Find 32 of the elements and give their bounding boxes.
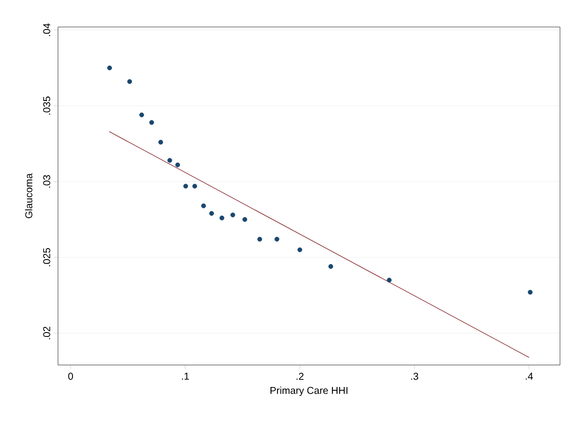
point: [149, 120, 154, 125]
y-tick-label: .03: [43, 175, 50, 188]
x-tick-label: .2: [296, 372, 304, 380]
point: [528, 290, 533, 295]
y-tick-label: .04: [43, 23, 50, 36]
point: [328, 264, 334, 269]
point: [201, 203, 206, 208]
point: [209, 211, 214, 216]
point: [183, 184, 188, 189]
x-axis-title: Primary Care HHI: [270, 386, 348, 396]
x-tick-label: .3: [411, 372, 418, 380]
point: [230, 212, 236, 218]
point: [274, 236, 280, 242]
y-axis-title: Glaucoma: [25, 173, 32, 218]
point: [386, 278, 392, 283]
x-tick-label: .1: [182, 372, 189, 380]
x-tick-label: .4: [526, 372, 533, 380]
point: [220, 216, 224, 220]
y-tick-label: .025: [43, 248, 50, 266]
point: [127, 79, 132, 84]
point: [167, 158, 172, 163]
point: [192, 184, 198, 189]
point: [257, 236, 262, 242]
point: [107, 66, 112, 70]
y-tick-label: .02: [43, 326, 50, 340]
y-tick-label: .035: [43, 96, 50, 115]
point: [297, 247, 302, 252]
point: [158, 140, 164, 145]
point: [242, 217, 248, 222]
point: [139, 112, 144, 118]
x-tick-label: 0: [68, 372, 73, 380]
point: [175, 162, 180, 168]
